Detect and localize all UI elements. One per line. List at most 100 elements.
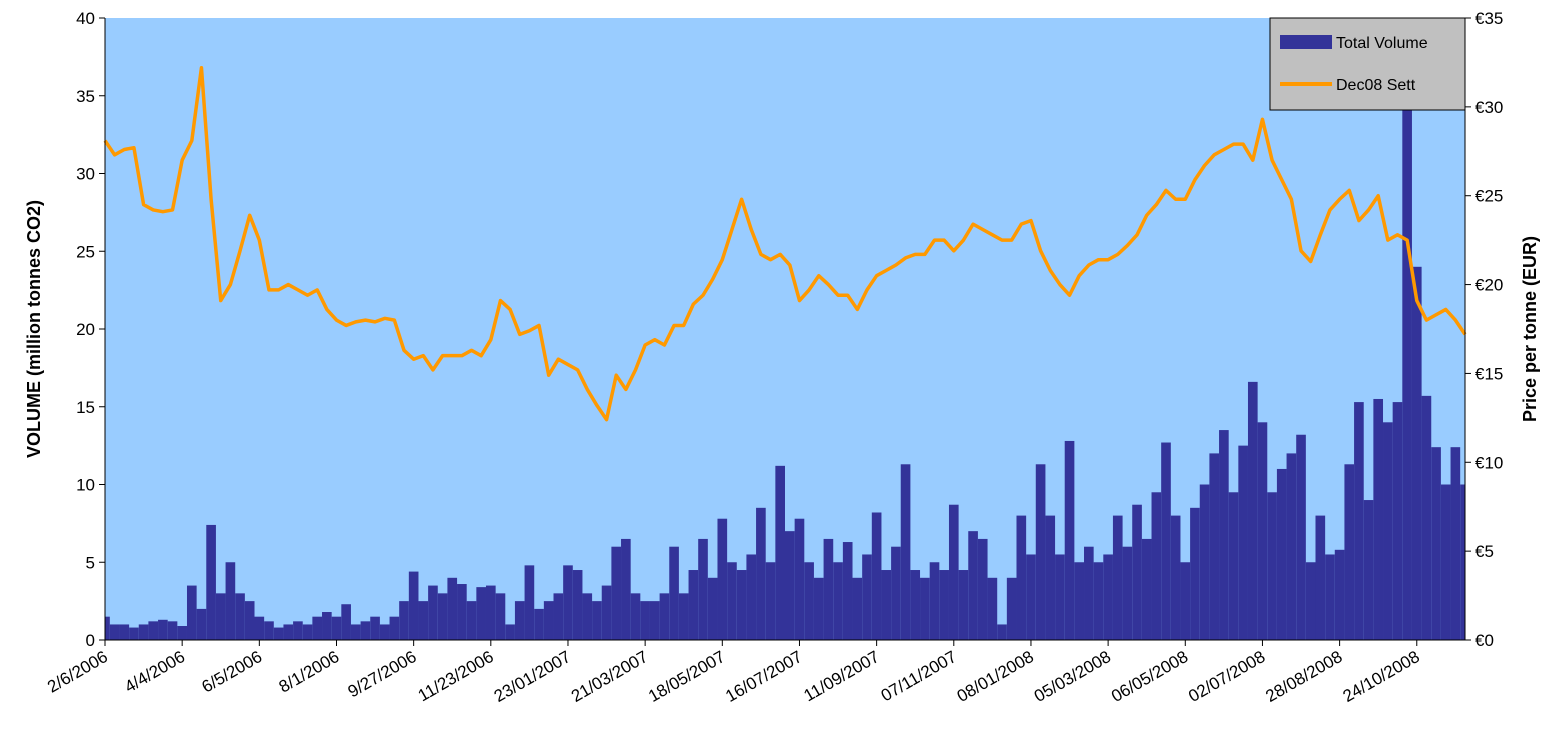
y2-tick-label: €5 <box>1475 542 1494 561</box>
bar <box>1286 453 1297 640</box>
legend-label: Total Volume <box>1336 35 1428 52</box>
bar <box>254 616 265 640</box>
bar <box>1267 492 1277 640</box>
y-tick-label: 0 <box>86 631 95 650</box>
bar <box>582 593 593 640</box>
bar <box>997 624 1007 640</box>
x-tick-label: 05/03/2008 <box>1031 647 1114 706</box>
x-tick-label: 18/05/2007 <box>645 647 728 706</box>
bar <box>1450 447 1461 640</box>
bar <box>678 593 689 640</box>
bar <box>939 570 949 640</box>
x-tick-label: 9/27/2006 <box>345 647 420 701</box>
x-tick-label: 11/09/2007 <box>801 647 883 705</box>
bar <box>1344 464 1355 640</box>
x-tick-label: 21/03/2007 <box>568 647 651 706</box>
bar <box>630 593 641 640</box>
bar <box>1247 381 1258 640</box>
bar <box>727 562 737 640</box>
legend-swatch <box>1280 35 1332 49</box>
bar <box>293 621 303 640</box>
bar <box>457 584 467 640</box>
bar <box>891 546 901 640</box>
bar <box>1296 434 1306 640</box>
bar <box>1276 468 1287 640</box>
bar <box>1325 554 1335 640</box>
bar <box>649 601 660 640</box>
x-tick-label: 8/1/2006 <box>276 647 343 697</box>
bar <box>273 627 284 640</box>
bar <box>611 546 622 640</box>
bar <box>148 621 159 640</box>
bar <box>987 577 998 640</box>
bar <box>495 593 506 640</box>
bar <box>1363 500 1374 640</box>
bar <box>823 538 834 640</box>
bar <box>756 507 766 640</box>
bar <box>138 624 149 640</box>
bar <box>264 621 274 640</box>
x-tick-label: 24/10/2008 <box>1340 647 1423 706</box>
x-tick-label: 6/5/2006 <box>199 647 266 697</box>
bar <box>389 616 400 640</box>
bar <box>669 546 679 640</box>
y2-tick-label: €10 <box>1475 453 1503 472</box>
bar <box>640 601 650 640</box>
bar <box>920 577 930 640</box>
bar <box>534 608 544 640</box>
bar <box>322 612 332 640</box>
bar <box>158 619 168 640</box>
bar <box>1238 445 1248 640</box>
bar <box>688 570 699 640</box>
bar <box>399 601 409 640</box>
bar <box>408 571 419 640</box>
bar <box>1093 562 1104 640</box>
y2-tick-label: €35 <box>1475 9 1503 28</box>
bar <box>514 601 525 640</box>
bar <box>1190 507 1200 640</box>
bar <box>215 593 226 640</box>
bar <box>794 518 805 640</box>
y2-tick-label: €30 <box>1475 98 1503 117</box>
bar <box>360 621 371 640</box>
y2-tick-label: €20 <box>1475 276 1503 295</box>
bar <box>1460 484 1465 640</box>
y-tick-label: 5 <box>86 553 95 572</box>
x-tick-label: 2/6/2006 <box>44 647 111 697</box>
bar <box>302 624 313 640</box>
bar <box>447 577 458 640</box>
bar <box>852 577 863 640</box>
legend: Total Volume Dec08 Sett <box>1269 17 1466 111</box>
y2-tick-label: €15 <box>1475 364 1503 383</box>
bar <box>1373 398 1384 640</box>
y-tick-label: 15 <box>76 398 95 417</box>
bar <box>177 626 187 640</box>
bar <box>601 585 612 640</box>
bar <box>1055 554 1065 640</box>
bar <box>1016 515 1027 640</box>
bar <box>1112 515 1123 640</box>
bar <box>1199 484 1210 640</box>
bar <box>1045 515 1056 640</box>
bar <box>707 577 718 640</box>
bar <box>196 608 207 640</box>
bar <box>977 538 988 640</box>
bar <box>775 465 785 640</box>
bar <box>717 518 728 640</box>
bar <box>1132 504 1142 640</box>
bar <box>167 621 178 640</box>
bar <box>881 570 892 640</box>
bar <box>225 562 236 640</box>
bar <box>418 601 429 640</box>
bar <box>929 562 940 640</box>
y-tick-label: 40 <box>76 9 95 28</box>
bar <box>1180 562 1191 640</box>
y-axis-title: VOLUME (million tonnes CO2) <box>24 200 44 458</box>
legend-box <box>1269 17 1466 111</box>
bar <box>370 616 380 640</box>
bar <box>833 562 843 640</box>
bar <box>1141 538 1152 640</box>
bar <box>1219 430 1229 640</box>
bar <box>698 538 708 640</box>
y-tick-label: 25 <box>76 242 95 261</box>
